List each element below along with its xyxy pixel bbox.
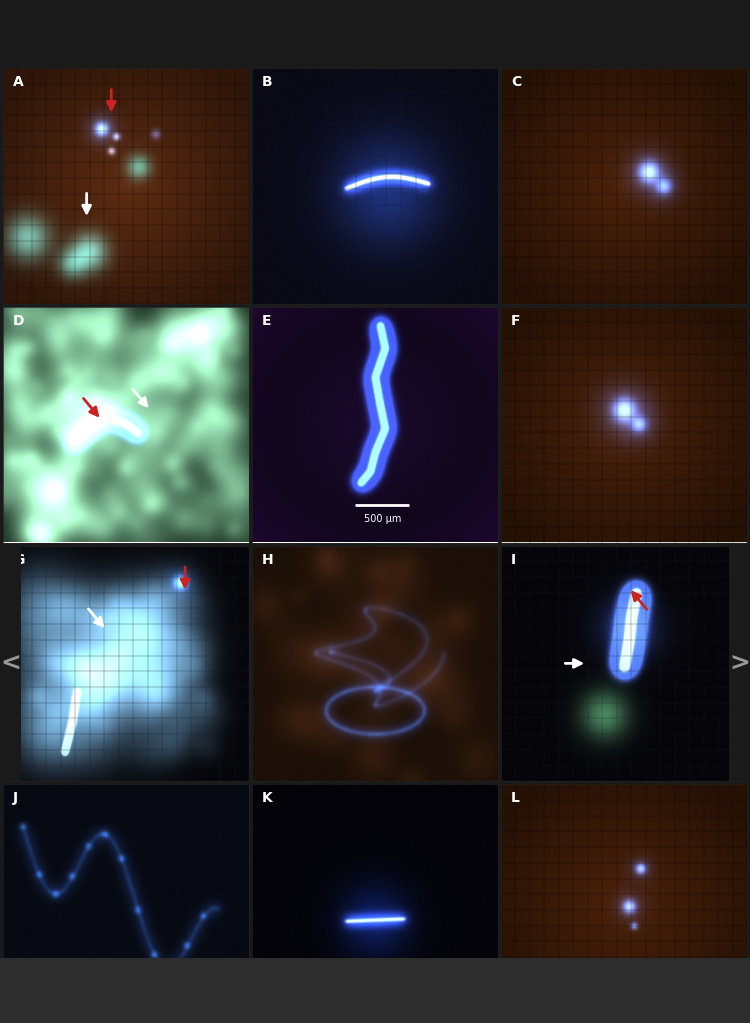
Text: F: F bbox=[511, 314, 520, 327]
Text: B: B bbox=[262, 75, 272, 89]
Text: I: I bbox=[511, 552, 516, 567]
Text: A: A bbox=[13, 75, 23, 89]
Text: D: D bbox=[13, 314, 24, 327]
Text: H: H bbox=[262, 552, 274, 567]
Text: <: < bbox=[0, 652, 21, 675]
Text: G: G bbox=[13, 552, 24, 567]
Text: 500 μm: 500 μm bbox=[364, 515, 401, 524]
Text: >: > bbox=[729, 652, 750, 675]
Text: J: J bbox=[13, 792, 18, 805]
Text: L: L bbox=[511, 792, 520, 805]
Text: C: C bbox=[511, 75, 521, 89]
Text: E: E bbox=[262, 314, 272, 327]
Text: K: K bbox=[262, 792, 272, 805]
